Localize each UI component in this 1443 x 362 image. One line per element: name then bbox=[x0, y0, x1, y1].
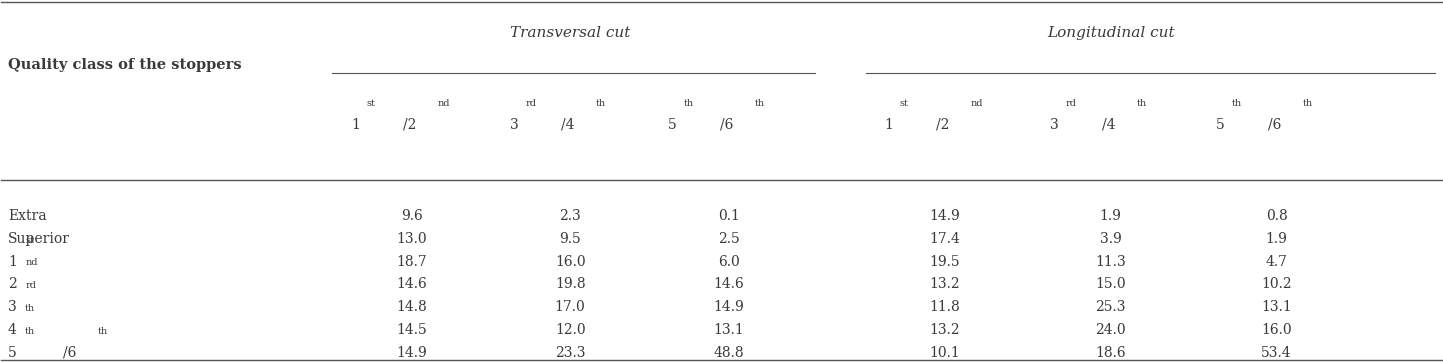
Text: th: th bbox=[755, 98, 765, 108]
Text: 14.6: 14.6 bbox=[397, 277, 427, 291]
Text: Extra: Extra bbox=[7, 209, 46, 223]
Text: 5: 5 bbox=[1216, 118, 1225, 132]
Text: 9.6: 9.6 bbox=[401, 209, 423, 223]
Text: th: th bbox=[1231, 98, 1241, 108]
Text: 5: 5 bbox=[7, 346, 17, 360]
Text: 48.8: 48.8 bbox=[713, 346, 745, 360]
Text: 16.0: 16.0 bbox=[1261, 323, 1291, 337]
Text: Longitudinal cut: Longitudinal cut bbox=[1048, 26, 1175, 40]
Text: th: th bbox=[25, 304, 35, 313]
Text: st: st bbox=[25, 236, 35, 245]
Text: st: st bbox=[367, 98, 375, 108]
Text: 1: 1 bbox=[7, 255, 17, 269]
Text: /2: /2 bbox=[937, 118, 949, 132]
Text: 17.4: 17.4 bbox=[929, 232, 961, 246]
Text: 1.9: 1.9 bbox=[1266, 232, 1287, 246]
Text: 18.7: 18.7 bbox=[397, 255, 427, 269]
Text: 53.4: 53.4 bbox=[1261, 346, 1291, 360]
Text: nd: nd bbox=[437, 98, 450, 108]
Text: 0.1: 0.1 bbox=[717, 209, 740, 223]
Text: rd: rd bbox=[525, 98, 537, 108]
Text: 24.0: 24.0 bbox=[1095, 323, 1126, 337]
Text: 3: 3 bbox=[7, 300, 17, 314]
Text: 10.2: 10.2 bbox=[1261, 277, 1291, 291]
Text: 14.9: 14.9 bbox=[713, 300, 745, 314]
Text: st: st bbox=[900, 98, 909, 108]
Text: th: th bbox=[98, 327, 108, 336]
Text: 18.6: 18.6 bbox=[1095, 346, 1126, 360]
Text: th: th bbox=[25, 327, 35, 336]
Text: 13.2: 13.2 bbox=[929, 323, 960, 337]
Text: 25.3: 25.3 bbox=[1095, 300, 1126, 314]
Text: 1: 1 bbox=[885, 118, 893, 132]
Text: /6: /6 bbox=[1268, 118, 1281, 132]
Text: rd: rd bbox=[25, 281, 36, 290]
Text: 13.0: 13.0 bbox=[397, 232, 427, 246]
Text: 14.9: 14.9 bbox=[397, 346, 427, 360]
Text: 19.5: 19.5 bbox=[929, 255, 960, 269]
Text: Transversal cut: Transversal cut bbox=[509, 26, 631, 40]
Text: th: th bbox=[596, 98, 606, 108]
Text: 4.7: 4.7 bbox=[1266, 255, 1287, 269]
Text: 13.2: 13.2 bbox=[929, 277, 960, 291]
Text: 4: 4 bbox=[7, 323, 17, 337]
Text: Quality class of the stoppers: Quality class of the stoppers bbox=[7, 58, 241, 72]
Text: 2.3: 2.3 bbox=[560, 209, 582, 223]
Text: 3: 3 bbox=[1051, 118, 1059, 132]
Text: 17.0: 17.0 bbox=[554, 300, 586, 314]
Text: /4: /4 bbox=[561, 118, 574, 132]
Text: 14.5: 14.5 bbox=[397, 323, 427, 337]
Text: 11.8: 11.8 bbox=[929, 300, 961, 314]
Text: nd: nd bbox=[25, 258, 38, 268]
Text: 19.8: 19.8 bbox=[554, 277, 586, 291]
Text: 1.9: 1.9 bbox=[1100, 209, 1121, 223]
Text: 14.8: 14.8 bbox=[397, 300, 427, 314]
Text: 5: 5 bbox=[668, 118, 677, 132]
Text: 13.1: 13.1 bbox=[1261, 300, 1291, 314]
Text: 15.0: 15.0 bbox=[1095, 277, 1126, 291]
Text: 3: 3 bbox=[509, 118, 518, 132]
Text: 14.9: 14.9 bbox=[929, 209, 961, 223]
Text: 16.0: 16.0 bbox=[554, 255, 586, 269]
Text: 1: 1 bbox=[351, 118, 359, 132]
Text: /4: /4 bbox=[1102, 118, 1115, 132]
Text: 14.6: 14.6 bbox=[713, 277, 745, 291]
Text: rd: rd bbox=[1066, 98, 1076, 108]
Text: 11.3: 11.3 bbox=[1095, 255, 1126, 269]
Text: 23.3: 23.3 bbox=[556, 346, 586, 360]
Text: /6: /6 bbox=[720, 118, 733, 132]
Text: 9.5: 9.5 bbox=[560, 232, 582, 246]
Text: 12.0: 12.0 bbox=[554, 323, 586, 337]
Text: Superior: Superior bbox=[7, 232, 69, 246]
Text: /6: /6 bbox=[63, 346, 76, 360]
Text: 6.0: 6.0 bbox=[717, 255, 740, 269]
Text: th: th bbox=[1303, 98, 1313, 108]
Text: 2.5: 2.5 bbox=[717, 232, 740, 246]
Text: 2: 2 bbox=[7, 277, 17, 291]
Text: 0.8: 0.8 bbox=[1266, 209, 1287, 223]
Text: nd: nd bbox=[971, 98, 983, 108]
Text: 13.1: 13.1 bbox=[713, 323, 745, 337]
Text: 10.1: 10.1 bbox=[929, 346, 961, 360]
Text: 3.9: 3.9 bbox=[1100, 232, 1121, 246]
Text: /2: /2 bbox=[403, 118, 416, 132]
Text: th: th bbox=[1137, 98, 1147, 108]
Text: th: th bbox=[684, 98, 694, 108]
